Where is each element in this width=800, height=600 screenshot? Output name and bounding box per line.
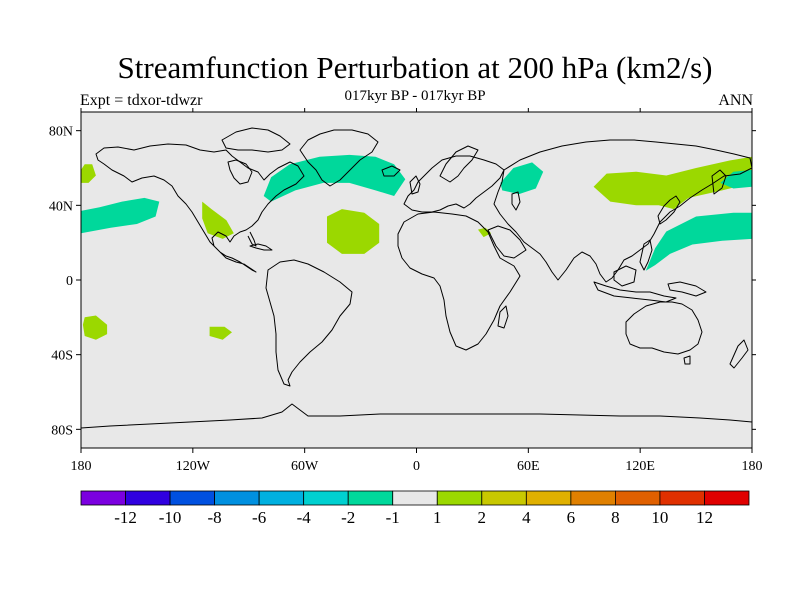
- coastline-madagascar: [497, 305, 509, 329]
- colorbar-label: 1: [433, 508, 442, 527]
- y-tick-label: 40S: [51, 349, 73, 364]
- coastline-great-britain: [409, 175, 421, 195]
- y-tick-label: 40N: [49, 199, 73, 214]
- colorbar-swatch: [525, 490, 572, 506]
- colorbar: -12 -10 -8 -6 -4 -2 -1 1 2 4 6 8 10 12: [80, 490, 750, 527]
- coastline-antarctica: [81, 403, 752, 429]
- anomaly-region-negative-1: [81, 197, 160, 234]
- coastline-arabia: [487, 225, 527, 259]
- y-tick-label: 80N: [49, 125, 73, 140]
- coastline-iceland: [381, 165, 401, 177]
- plot-subtitle: 017kyr BP - 017kyr BP: [344, 88, 486, 104]
- colorbar-swatch: [303, 490, 349, 506]
- coastline-south-america: [265, 259, 353, 387]
- coastline-kamchatka: [711, 169, 727, 195]
- anomaly-region-positive-0: [81, 164, 96, 183]
- coastline-new-zealand: [729, 339, 749, 369]
- anomaly-region-positive-11: [209, 326, 232, 340]
- colorbar-swatch: [436, 490, 483, 506]
- colorbar-label: -4: [297, 508, 312, 527]
- coastline-scandinavia: [439, 145, 479, 183]
- colorbar-label: -1: [386, 508, 400, 527]
- coastline-japan: [657, 195, 681, 225]
- coastline-australia: [625, 301, 703, 355]
- coastline-florida: [247, 231, 257, 247]
- map-background: [81, 112, 752, 448]
- latitude-axis: 80N 40N 0 40S 80S: [49, 125, 756, 438]
- experiment-label: Expt = tdxor-tdwzr: [80, 92, 203, 109]
- colorbar-swatch: [258, 490, 305, 506]
- colorbar-swatch: [659, 490, 705, 506]
- colorbar-label: 6: [567, 508, 576, 527]
- colorbar-swatch: [214, 490, 260, 506]
- colorbar-swatch: [392, 490, 438, 506]
- x-tick-label: 120W: [176, 459, 211, 474]
- x-tick-label: 120E: [625, 459, 655, 474]
- anomaly-region-negative-9: [720, 169, 752, 189]
- coastline-asia: [493, 139, 752, 283]
- coastline-indonesia: [593, 281, 677, 303]
- coastline-north-america: [95, 143, 305, 273]
- colorbar-label: -2: [341, 508, 355, 527]
- coastline-tasmania: [683, 355, 691, 365]
- coastline-borneo: [613, 265, 637, 287]
- coastline-caspian-sea: [511, 191, 521, 211]
- coastline-greenland: [299, 129, 379, 187]
- coastline-hudson-bay: [227, 159, 253, 185]
- anomaly-region-positive-4: [327, 209, 380, 254]
- x-tick-label: 60E: [517, 459, 540, 474]
- colorbar-label: -8: [208, 508, 222, 527]
- y-tick-label: 0: [66, 274, 73, 289]
- x-tick-label: 180: [71, 459, 92, 474]
- page-title: Streamfunction Perturbation at 200 hPa (…: [117, 50, 713, 85]
- colorbar-swatch: [169, 490, 215, 506]
- season-label: ANN: [718, 92, 753, 109]
- colorbar-swatch: [570, 490, 616, 506]
- colorbar-label: 8: [611, 508, 620, 527]
- coastline-new-guinea: [667, 281, 707, 297]
- coastline-philippines: [639, 239, 653, 271]
- coastline-arctic-islands: [221, 127, 291, 153]
- longitude-axis: 180 120W 60W 0 60E 120E 180: [71, 108, 763, 474]
- anomaly-regions: [81, 154, 752, 340]
- colorbar-swatch: [481, 490, 527, 506]
- coastline-africa: [397, 211, 521, 351]
- colorbar-swatch: [80, 490, 126, 506]
- colorbar-swatch: [125, 490, 171, 506]
- colorbar-label: -12: [114, 508, 137, 527]
- colorbar-label: 10: [651, 508, 668, 527]
- anomaly-region-positive-10: [82, 315, 108, 340]
- x-tick-label: 0: [413, 459, 420, 474]
- y-tick-label: 80S: [51, 423, 73, 438]
- coastlines: [81, 127, 752, 429]
- colorbar-label: 2: [478, 508, 487, 527]
- colorbar-swatch: [615, 490, 661, 506]
- coastline-cuba: [249, 243, 273, 251]
- colorbar-swatch: [704, 490, 750, 506]
- colorbar-label: -6: [252, 508, 266, 527]
- anomaly-region-negative-8: [645, 212, 752, 271]
- x-tick-label: 60W: [291, 459, 319, 474]
- colorbar-label: 12: [696, 508, 713, 527]
- anomaly-region-positive-7: [593, 156, 752, 210]
- colorbar-label: -10: [159, 508, 182, 527]
- colorbar-label: 4: [522, 508, 531, 527]
- anomaly-region-negative-3: [263, 154, 406, 202]
- colorbar-swatch: [347, 490, 394, 506]
- anomaly-region-negative-6: [500, 162, 544, 195]
- anomaly-region-positive-2: [202, 201, 234, 239]
- x-tick-label: 180: [742, 459, 763, 474]
